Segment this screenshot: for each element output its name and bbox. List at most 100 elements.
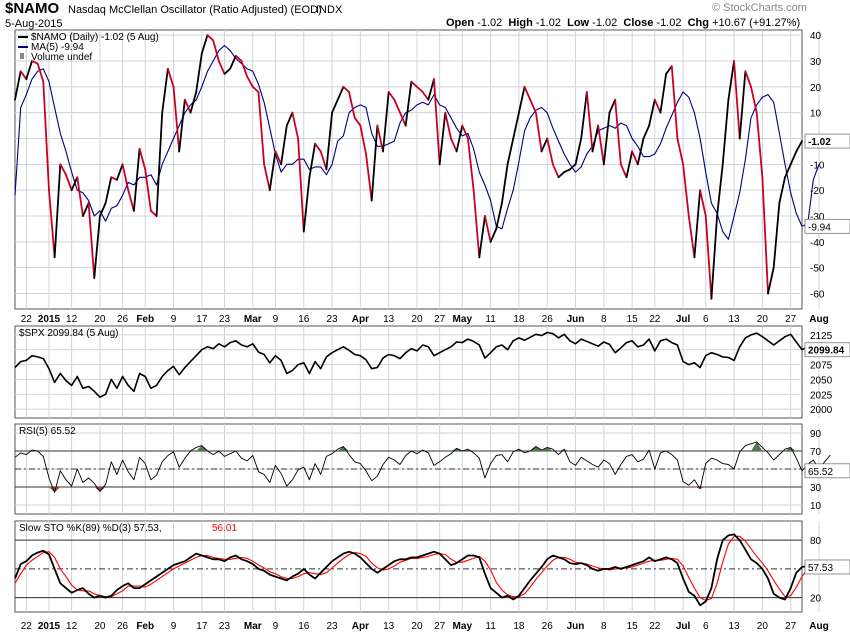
x-tick-label-bottom: 26 <box>117 621 129 632</box>
x-tick-label-bottom: 20 <box>411 621 423 632</box>
x-tick-label-top: 18 <box>513 314 525 325</box>
namo-segment <box>444 111 452 140</box>
sto-tick-label: 20 <box>810 594 822 605</box>
main-tick-label: -10 <box>810 160 825 171</box>
symbol-title: $NAMO <box>5 0 60 17</box>
namo-segment <box>387 91 396 101</box>
x-tick-label-bottom: 18 <box>513 621 525 632</box>
namo-segment <box>738 70 747 140</box>
x-tick-label-bottom: 6 <box>703 621 709 632</box>
namo-segment <box>659 73 668 114</box>
namo-segment <box>410 80 418 88</box>
namo-segment <box>602 111 611 166</box>
namo-segment <box>670 65 679 140</box>
namo-segment <box>699 189 707 217</box>
namo-segment <box>416 85 424 93</box>
namo-segment <box>489 228 498 243</box>
sto-tick-label: 80 <box>810 536 822 547</box>
x-tick-label-bottom: Mar <box>244 621 262 632</box>
namo-segment <box>461 124 469 140</box>
x-tick-label-top: 9 <box>273 314 279 325</box>
rsi-tick-label: 30 <box>810 483 822 494</box>
namo-segment <box>421 91 430 101</box>
namo-segment <box>370 124 379 202</box>
sto-last-value: 57.53 <box>808 563 833 574</box>
namo-segment <box>472 189 481 259</box>
rsi-legend-label: RSI(5) 65.52 <box>19 426 76 437</box>
panel-frame-spx <box>14 325 803 419</box>
namo-segment <box>195 52 203 93</box>
namo-segment <box>59 163 67 176</box>
x-tick-label-top: 13 <box>728 314 740 325</box>
open-label: Open <box>446 17 475 29</box>
x-tick-label-top: 20 <box>757 314 769 325</box>
x-tick-label-bottom: Jun <box>567 621 585 632</box>
namo-segment <box>172 85 181 153</box>
x-tick-label-top: 27 <box>785 314 797 325</box>
namo-segment <box>597 124 605 166</box>
namo-segment <box>744 70 752 88</box>
namo-segment <box>223 67 232 75</box>
x-tick-label-top: 22 <box>21 314 33 325</box>
namo-segment <box>53 163 62 259</box>
x-tick-label-bottom: 16 <box>298 621 310 632</box>
x-tick-label-bottom: 27 <box>785 621 797 632</box>
x-tick-label-bottom: 9 <box>171 621 177 632</box>
namo-segment <box>574 137 583 166</box>
chg-value: +10.67 (+91.27%) <box>712 17 801 29</box>
namo-segment <box>523 85 532 101</box>
sto-legend-d-label: 56.01 <box>212 523 237 534</box>
namo-segment <box>14 70 22 101</box>
spx-last-value: 2099.84 <box>808 346 845 357</box>
rsi-last-value: 65.52 <box>808 467 833 478</box>
namo-segment <box>217 60 226 75</box>
main-tick-label: 10 <box>810 109 822 120</box>
namo-segment <box>733 60 741 140</box>
x-tick-label-bottom: 9 <box>273 621 279 632</box>
ohlc-readout: Open -1.02 High -1.02 Low -1.02 Close -1… <box>446 17 800 29</box>
x-tick-label-top: Apr <box>352 314 369 325</box>
namo-segment <box>297 137 305 233</box>
namo-segment <box>755 111 764 179</box>
namo-segment <box>636 137 645 166</box>
namo-segment <box>132 147 141 212</box>
namo-segment <box>676 137 685 166</box>
rsi-overbought-fill <box>450 448 463 451</box>
namo-segment <box>42 80 50 192</box>
namo-segment <box>166 67 175 88</box>
namo-segment <box>93 215 101 279</box>
namo-segment <box>25 60 33 80</box>
x-tick-label-bottom: 22 <box>649 621 661 632</box>
namo-segment <box>319 150 328 171</box>
x-tick-label-bottom: 17 <box>196 621 208 632</box>
namo-segment <box>789 150 798 166</box>
ma5-last-value: -9.94 <box>808 222 831 233</box>
spx-legend-label: $SPX 2099.84 (5 Aug) <box>19 328 119 339</box>
spx-tick-label: 2050 <box>810 375 833 386</box>
namo-segment <box>540 137 549 153</box>
rsi-oversold-fill <box>48 487 61 493</box>
low-value: -1.02 <box>592 17 618 29</box>
spx-tick-label: 2025 <box>810 390 833 401</box>
x-tick-label-top: 27 <box>434 314 446 325</box>
x-tick-label-bottom: Apr <box>352 621 369 632</box>
namo-segment <box>767 266 775 295</box>
x-tick-label-top: 20 <box>411 314 423 325</box>
sto-k-line <box>14 533 820 607</box>
spx-line <box>14 331 831 399</box>
namo-segment <box>506 137 515 166</box>
namo-segment <box>399 111 407 127</box>
x-tick-label-top: 6 <box>703 314 709 325</box>
namo-segment <box>455 124 464 153</box>
namo-segment <box>467 137 475 192</box>
rsi-overbought-fill <box>196 445 208 451</box>
namo-segment <box>478 215 486 259</box>
x-tick-label-bottom: 8 <box>601 621 607 632</box>
exchange-label: INDX <box>316 4 343 16</box>
rsi-tick-label: 90 <box>810 429 822 440</box>
namo-segment <box>19 70 28 80</box>
namo-segment <box>155 111 164 217</box>
chg-label: Chg <box>687 17 709 29</box>
namo-segment <box>206 34 215 42</box>
rsi-line <box>14 441 831 493</box>
